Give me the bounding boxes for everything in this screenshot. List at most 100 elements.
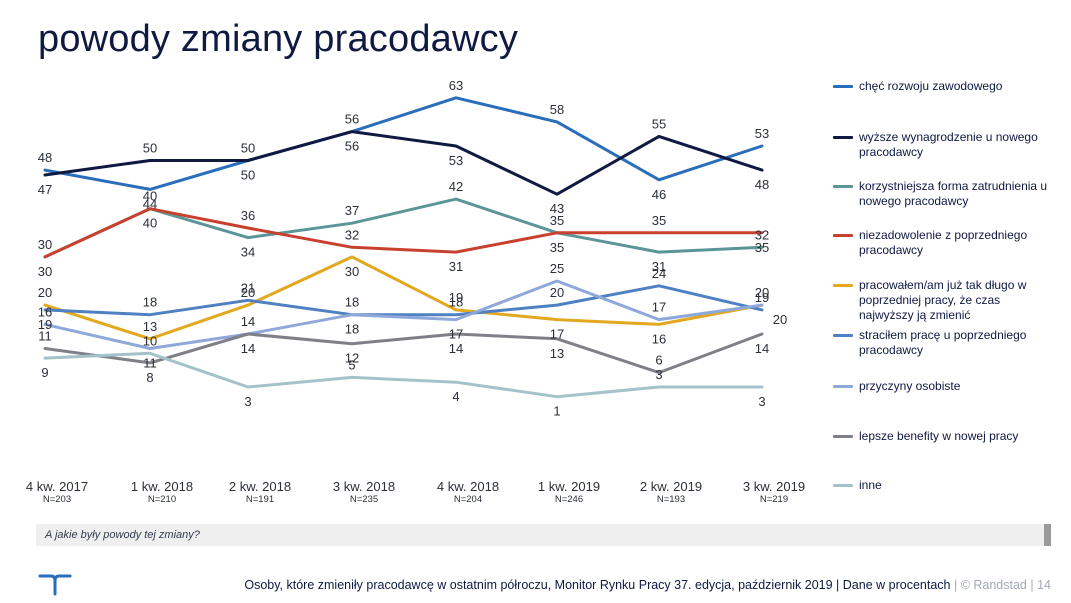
x-sample-size-2: N=210 (148, 494, 176, 505)
data-label-s2-p6: 43 (550, 201, 564, 216)
series-line-4 (43, 207, 764, 259)
data-label-s4-p4: 32 (345, 227, 359, 242)
line-chart: 4844505663584653475050565343554830403437… (26, 78, 805, 505)
data-label-s3-p8: 32 (755, 227, 769, 242)
legend-item-1: chęć rozwoju zawodowego (833, 79, 1002, 94)
x-sample-size-8: N=219 (760, 494, 788, 505)
data-label-s9-p4: 5 (348, 357, 355, 372)
data-label-s4-p1: 30 (38, 237, 52, 252)
series-line-5 (43, 255, 764, 341)
legend-label-3: korzystniejsza forma zatrudnienia u nowe… (859, 179, 1048, 208)
data-label-s8-p7: 6 (655, 353, 662, 368)
data-label-s6-p5: 18 (449, 295, 463, 310)
legend-swatch-8 (833, 435, 853, 438)
legend-label-4: niezadowolenie z poprzedniego pracodawcy (859, 228, 1028, 257)
data-label-s8-p4: 12 (345, 351, 359, 366)
x-tick-label-6: 1 kw. 2019 (538, 479, 600, 494)
data-label-s3-p5: 42 (449, 179, 463, 194)
data-label-s1-p5: 63 (449, 78, 463, 93)
data-label-s8-p1: 11 (38, 329, 52, 344)
legend-label-2: wyższe wynagrodzenie u nowego pracodawcy (859, 130, 1038, 159)
data-label-s8-p3: 14 (241, 341, 255, 356)
data-label-s6-p6: 20 (550, 285, 564, 300)
legend-label-7: przyczyny osobiste (859, 379, 961, 393)
data-label-s2-p3: 50 (241, 168, 255, 183)
data-label-s8-p8: 14 (755, 341, 769, 356)
legend-item-6: straciłem pracę u poprzedniego pracodawc… (833, 328, 1058, 358)
legend-swatch-1 (833, 85, 853, 88)
data-label-s9-p8: 3 (758, 394, 765, 409)
legend-swatch-3 (833, 185, 853, 188)
footer-brand: | © Randstad (953, 578, 1027, 592)
legend-swatch-6 (833, 334, 853, 337)
legend-label-1: chęć rozwoju zawodowego (859, 79, 1003, 93)
data-label-s8-p2: 8 (146, 370, 153, 385)
data-label-s6-p4: 18 (345, 295, 359, 310)
series-line-3 (43, 197, 764, 259)
data-label-s5-p6: 17 (550, 327, 564, 342)
x-sample-size-7: N=193 (657, 494, 685, 505)
data-label-s5-p2: 13 (143, 319, 157, 334)
x-tick-label-1: 4 kw. 2017 (26, 479, 88, 494)
data-label-s9-p1: 9 (41, 365, 48, 380)
question-bar: A jakie były powody tej zmiany? (36, 524, 1044, 546)
data-label-s2-p5: 53 (449, 153, 463, 168)
data-label-s1-p4: 56 (345, 112, 359, 127)
data-label-s9-p7: 3 (655, 367, 662, 382)
legend-label-5: pracowałem/am już tak długo w poprzednie… (859, 278, 1027, 322)
data-label-s3-p4: 37 (345, 203, 359, 218)
data-label-s5-p8: 20 (755, 285, 769, 300)
data-label-s2-p4: 56 (345, 139, 359, 154)
data-label-s3-p3: 34 (241, 245, 255, 260)
x-tick-label-7: 2 kw. 2019 (640, 479, 702, 494)
x-tick-label-5: 4 kw. 2018 (437, 479, 499, 494)
legend-item-4: niezadowolenie z poprzedniego pracodawcy (833, 228, 1058, 258)
data-label-s3-p7: 31 (652, 259, 666, 274)
series-line-1 (43, 96, 764, 191)
data-label-s8-p5: 14 (449, 341, 463, 356)
data-label-s7-p2: 11 (143, 356, 157, 371)
footer: Osoby, które zmieniły pracodawcę w ostat… (244, 578, 1051, 592)
data-label-s4-p6: 35 (550, 240, 564, 255)
data-label-s7-p4: 18 (345, 322, 359, 337)
data-label-s1-p6: 58 (550, 102, 564, 117)
data-label-s5-p3: 20 (241, 285, 255, 300)
legend-label-6: straciłem pracę u poprzedniego pracodawc… (859, 328, 1027, 357)
data-label-s6-p7: 24 (652, 266, 666, 281)
x-sample-size-6: N=246 (555, 494, 583, 505)
data-label-s1-p8: 53 (755, 126, 769, 141)
question-bar-tab (1044, 524, 1051, 546)
data-label-s6-p2: 18 (143, 295, 157, 310)
data-label-s7-p3: 14 (241, 314, 255, 329)
x-tick-label-8: 3 kw. 2019 (743, 479, 805, 494)
x-sample-size-5: N=204 (454, 494, 482, 505)
legend-label-8: lepsze benefity w nowej pracy (859, 429, 1019, 443)
data-label-s5-p4: 30 (345, 264, 359, 279)
data-label-s7-p6: 25 (550, 261, 564, 276)
data-label-s9-p2: 10 (143, 333, 157, 348)
data-label-s7-p7: 17 (652, 300, 666, 315)
legend-swatch-9 (833, 484, 853, 487)
data-label-s5-p7: 16 (652, 331, 666, 346)
data-label-s2-p2: 50 (143, 141, 157, 156)
footer-source: Osoby, które zmieniły pracodawcę w ostat… (244, 578, 951, 592)
legend-swatch-2 (833, 136, 853, 139)
legend-item-8: lepsze benefity w nowej pracy (833, 429, 1018, 444)
data-label-s5-p1: 20 (38, 285, 52, 300)
data-label-s2-p1: 47 (38, 182, 52, 197)
data-label-s2-p7: 55 (652, 116, 666, 131)
data-label-s1-p7: 46 (652, 187, 666, 202)
legend-item-7: przyczyny osobiste (833, 379, 960, 394)
x-sample-size-4: N=235 (350, 494, 378, 505)
data-label-s4-p8: 35 (755, 240, 769, 255)
data-label-s7-p5: 17 (449, 327, 463, 342)
x-sample-size-1: N=203 (43, 494, 71, 505)
randstad-logo-icon (38, 574, 72, 596)
x-sample-size-3: N=191 (246, 494, 274, 505)
data-label-s4-p2: 40 (143, 189, 157, 204)
legend-swatch-5 (833, 284, 853, 287)
legend-item-3: korzystniejsza forma zatrudnienia u nowe… (833, 179, 1058, 209)
legend-item-5: pracowałem/am już tak długo w poprzednie… (833, 278, 1058, 323)
data-label-s8-p6: 13 (550, 346, 564, 361)
data-label-s4-p7: 35 (652, 213, 666, 228)
